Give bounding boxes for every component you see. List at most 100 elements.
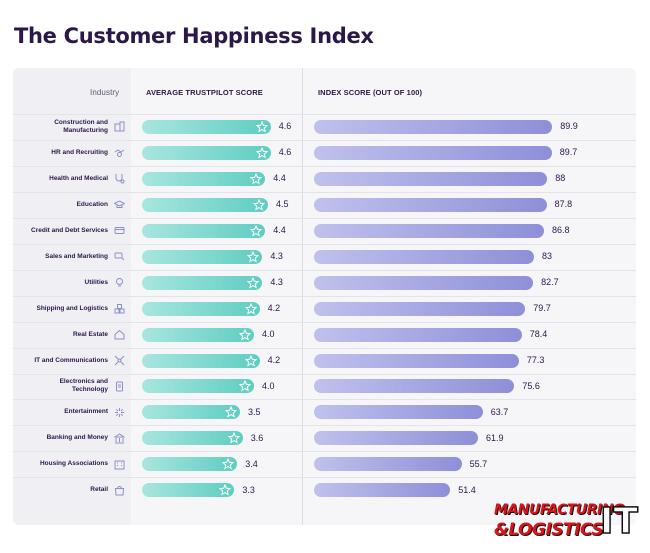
star-icon [239,328,251,341]
megaphone-icon [114,252,125,261]
category-label: Shipping and Logistics [36,304,109,312]
star-icon [255,146,268,159]
index-score-value: 79.7 [533,303,551,314]
category-label: Housing Associations [39,460,108,468]
trust-score-bar [142,145,271,160]
category-label: Entertainment [64,408,108,416]
category-label: Health and Medical [49,174,108,182]
index-score-bar [314,483,451,498]
index-score-bar [314,171,548,186]
category-label: Utilities [84,278,108,286]
trust-score-bar [142,327,254,342]
star-icon [225,406,237,418]
bank-icon [114,433,125,444]
row-divider [13,451,636,453]
row-divider [13,477,636,479]
index-score-bar [314,457,462,472]
graduation-cap-icon [114,200,125,209]
trust-score-bar [142,119,271,134]
logo-line-1: MANUFACTURING [494,502,624,518]
trust-score-bar [142,431,243,446]
star-icon [222,458,235,470]
chart-title: The Customer Happiness Index [14,24,374,48]
building-icon [114,121,125,132]
trust-score-bar [142,223,266,238]
index-score-value: 83 [541,251,552,262]
trust-score-bar [142,249,263,264]
logo-suffix: IT [599,501,638,543]
trust-score-bar [142,275,263,290]
category-label: Construction and Manufacturing [54,118,108,134]
fireworks-icon [115,407,124,417]
trust-score-value: 4.3 [270,251,283,262]
index-score-value: 89.9 [560,121,578,132]
trust-score-value: 4.6 [278,121,292,132]
index-score-bar [314,379,515,394]
trust-score-value: 3.3 [242,484,255,495]
row-divider [13,321,636,323]
star-icon [219,484,232,496]
category-label: Credit and Debt Services [31,226,108,234]
row-divider [13,399,636,401]
index-score-value: 75.6 [522,380,540,391]
trust-score-value: 3.4 [245,458,258,469]
row-divider [13,347,636,349]
row-divider [13,243,636,245]
index-score-value: 82.7 [541,277,559,288]
category-label: Education [76,200,108,208]
star-icon [250,172,263,185]
trust-score-bar [142,457,238,472]
index-score-value: 55.7 [469,458,488,469]
index-score-value: 61.9 [486,432,504,443]
row-divider [13,295,636,297]
category-label: Banking and Money [46,434,108,442]
row-divider [13,191,636,193]
index-score-header: INDEX SCORE (OUT OF 100) [318,88,423,97]
row-divider [13,217,636,219]
trust-score-bar [142,301,260,316]
logo: MANUFACTURING &LOGISTICS IT [494,501,639,544]
trust-score-bar [142,353,260,368]
apartment-icon [114,460,125,470]
category-label: Electronics and Technology [59,378,108,394]
category-label: Real Estate [72,330,108,338]
row-divider [13,114,636,115]
trust-score-value: 4.2 [267,303,281,314]
trust-score-bar [142,171,266,186]
row-divider [13,139,636,141]
trust-score-bar [142,379,254,394]
index-score-bar [314,145,552,160]
trust-score-value: 4.2 [267,355,281,366]
index-score-value: 89.7 [559,147,578,158]
trust-score-value: 4.4 [273,225,286,236]
shopping-bag-icon [114,485,125,496]
device-icon [116,381,123,392]
trust-score-value: 3.6 [250,432,264,443]
star-icon [239,380,251,393]
logo-line-2: &LOGISTICS [494,520,604,540]
stethoscope-icon [115,174,125,184]
star-icon [244,354,257,367]
index-score-bar [314,301,526,316]
trust-score-bar [142,483,235,498]
index-score-bar [314,405,483,420]
trust-score-value: 4.0 [262,329,275,340]
index-score-value: 78.4 [529,329,548,340]
row-divider [13,373,636,375]
index-score-bar [314,119,553,134]
trust-score-value: 4.5 [276,199,289,210]
row-divider [13,269,636,271]
boxes-icon [114,304,125,314]
star-icon [247,276,260,289]
row-divider [13,165,636,167]
trust-score-bar [142,405,240,420]
index-score-bar [314,249,534,264]
star-icon [247,250,260,263]
index-score-bar [314,431,479,446]
category-label: Sales and Marketing [45,252,108,260]
index-score-bar [314,275,534,290]
star-icon [244,302,257,315]
index-score-bar [314,223,545,238]
trust-score-value: 3.5 [248,406,261,417]
index-score-value: 88 [555,173,566,184]
